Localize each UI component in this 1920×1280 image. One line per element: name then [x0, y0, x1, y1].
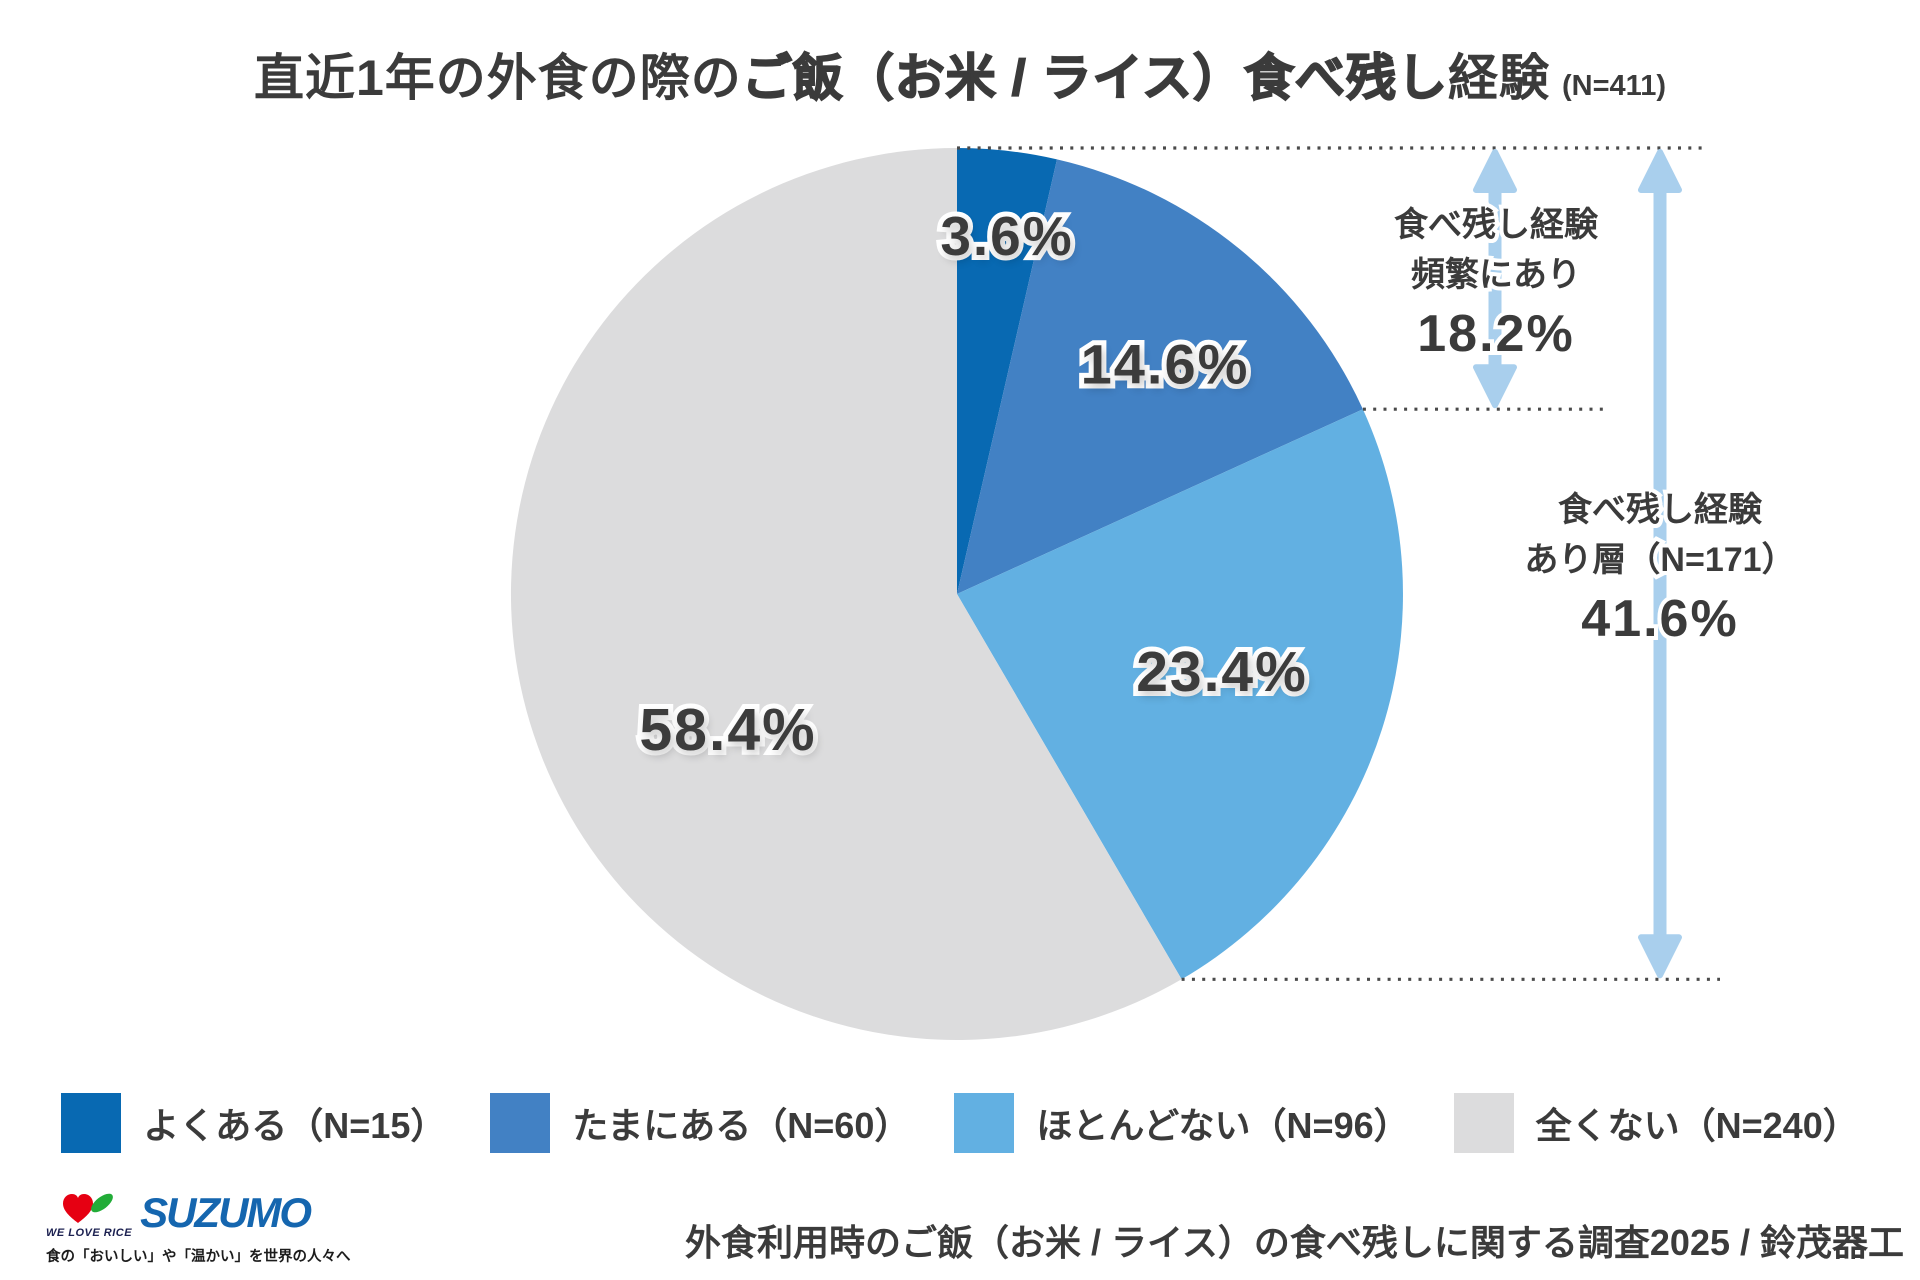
title-part1: 直近1年の外食の際の [254, 50, 742, 106]
annotation-frequent-line2: 頻繁にあり [1407, 252, 1585, 298]
legend-item-mattakunai: 全くない（N=240） [1453, 1093, 1859, 1153]
we-love-rice-text: WE LOVE RICE [46, 1227, 133, 1239]
legend-swatch-tamaniaru [490, 1093, 551, 1153]
pie-slice-たまにある [957, 159, 1363, 594]
legend-label-mattakunai: 全くない（N=240） [1535, 1105, 1859, 1146]
pie-slice-よくある [957, 148, 1057, 594]
title-part3: 経験 [1448, 50, 1550, 106]
legend-item-yokuaru: よくある（N=15） [61, 1093, 446, 1153]
pie-slice-全くない [510, 147, 1182, 1040]
heart-leaf-logo-icon [63, 1193, 113, 1223]
legend-label-hotondonai: ほとんどない（N=96） [1036, 1105, 1410, 1146]
title-part2: ご飯（お米 / ライス）食べ残し [741, 49, 1448, 107]
range-arrow-frequent-down-head-icon [1473, 364, 1517, 409]
title-sample-size: (N=411) [1562, 70, 1666, 102]
annotation-any-experience: 食べ残し経験 あり層（N=171） 41.6% [1520, 485, 1799, 651]
annotation-any-line1: 食べ残し経験 [1554, 487, 1766, 533]
annotation-frequent-value: 18.2% [1413, 302, 1576, 366]
legend-label-tamaniaru: たまにある（N=60） [572, 1105, 911, 1146]
annotation-any-value: 41.6% [1577, 587, 1740, 651]
range-arrow-any-up-head-icon [1638, 149, 1682, 193]
annotation-frequent: 食べ残し経験 頻繁にあり 18.2% [1390, 200, 1602, 366]
survey-source-text: 外食利用時のご飯（お米 / ライス）の食べ残しに関する調査2025 / 鈴茂器工 [684, 1222, 1904, 1263]
pie-label-yokuaru: 3.6% [935, 200, 1076, 272]
pie-label-hotondonai: 23.4% [1131, 635, 1311, 709]
legend: よくある（N=15） たまにある（N=60） ほとんどない（N=96） 全くない… [0, 1093, 1920, 1153]
legend-swatch-mattakunai [1453, 1093, 1514, 1153]
legend-item-hotondonai: ほとんどない（N=96） [954, 1093, 1410, 1153]
annotation-any-line2: あり層（N=171） [1520, 537, 1799, 583]
suzumo-tagline: 食の「おいしい」や「温かい」を世界の人々へ [46, 1249, 351, 1265]
pie-label-mattakunai: 58.4% [634, 692, 819, 768]
suzumo-wordmark: SUZUMO [140, 1189, 312, 1236]
legend-label-yokuaru: よくある（N=15） [143, 1105, 447, 1146]
pie-label-tamaniaru: 14.6% [1076, 328, 1253, 401]
suzumo-logo: WE LOVE RICE SUZUMO 食の「おいしい」や「温かい」を世界の人々… [46, 1192, 376, 1266]
pie-slice-ほとんどない [957, 409, 1403, 980]
legend-item-tamaniaru: たまにある（N=60） [490, 1093, 910, 1153]
range-arrow-frequent-up-head-icon [1473, 149, 1517, 193]
annotation-frequent-line1: 食べ残し経験 [1390, 202, 1602, 248]
range-arrow-any-down-head-icon [1638, 934, 1682, 979]
legend-swatch-yokuaru [61, 1093, 122, 1153]
heart-icon [63, 1194, 94, 1223]
page-title: 直近1年の外食の際のご飯（お米 / ライス）食べ残し経験 (N=411) [0, 38, 1920, 110]
legend-swatch-hotondonai [954, 1093, 1015, 1153]
rice-leaf-icon [91, 1193, 113, 1213]
